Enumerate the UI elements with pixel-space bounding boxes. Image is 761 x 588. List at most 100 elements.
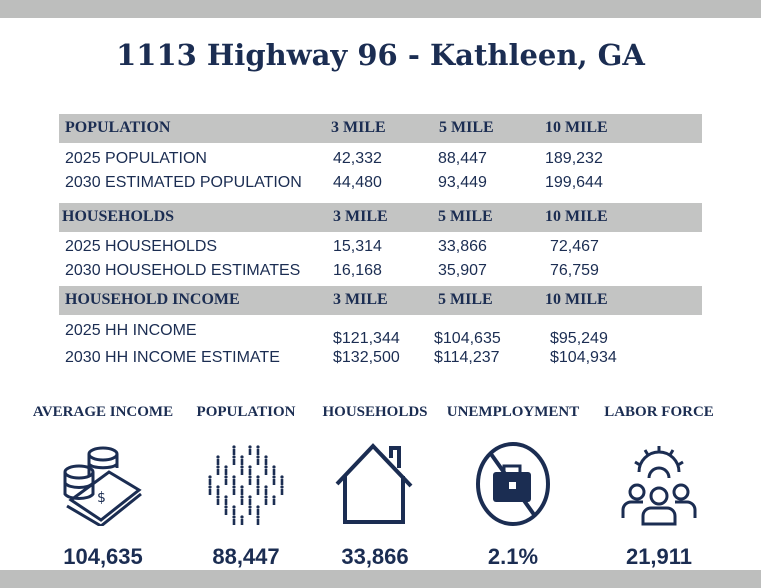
cell-value: 42,332 xyxy=(333,150,382,167)
person-icon xyxy=(240,515,244,525)
stat-value: 33,866 xyxy=(341,544,409,569)
column-header: 10 MILE xyxy=(545,291,608,308)
cell-value: $104,934 xyxy=(550,349,617,366)
cell-value: $104,635 xyxy=(434,330,501,347)
stat-value: 2.1% xyxy=(487,544,539,569)
person-icon xyxy=(280,485,284,495)
person-icon xyxy=(248,445,252,455)
column-header: 5 MILE xyxy=(438,208,493,225)
column-header: 5 MILE xyxy=(438,291,493,308)
person-icon xyxy=(232,445,236,455)
stat-label: POPULATION xyxy=(196,404,296,420)
money-coins-icon: $ xyxy=(63,446,142,526)
cell-value: $114,237 xyxy=(434,349,500,366)
stat-households: HOUSEHOLDS 33,866 xyxy=(300,404,450,570)
stat-label: AVERAGE INCOME xyxy=(32,404,174,420)
person-icon xyxy=(256,445,260,455)
person-icon xyxy=(256,455,260,465)
person-icon xyxy=(248,465,252,475)
section-header: HOUSEHOLDS 3 MILE 5 MILE 10 MILE xyxy=(59,203,702,232)
cell-value: 44,480 xyxy=(333,174,382,191)
person-icon xyxy=(240,455,244,465)
cell-value: 16,168 xyxy=(333,262,382,279)
person-icon xyxy=(264,485,268,495)
row-label: 2030 HH INCOME ESTIMATE xyxy=(65,349,280,366)
cell-value: $95,249 xyxy=(550,330,608,347)
page-title: 1113 Highway 96 - Kathleen, GA xyxy=(116,38,645,72)
section-header: HOUSEHOLD INCOME 3 MILE 5 MILE 10 MILE xyxy=(59,286,702,315)
section-heading: HOUSEHOLD INCOME xyxy=(65,291,240,308)
table-row: 2025 HH INCOME $121,344 $104,635 $95,249 xyxy=(0,322,761,347)
cell-value: $121,344 xyxy=(333,330,400,347)
person-icon xyxy=(232,455,236,465)
person-icon xyxy=(232,485,236,495)
person-icon xyxy=(224,505,228,515)
person-icon xyxy=(240,495,244,505)
person-icon xyxy=(272,465,276,475)
row-label: 2025 HOUSEHOLDS xyxy=(65,238,218,255)
stat-unemployment: UNEMPLOYMENT 2.1% xyxy=(438,404,588,570)
stat-average-income: AVERAGE INCOME $ 104,635 xyxy=(28,404,178,570)
person-icon xyxy=(256,485,260,495)
person-icon xyxy=(216,465,220,475)
table-row: 2025 HOUSEHOLDS 15,314 33,866 72,467 xyxy=(0,238,761,258)
column-header: 3 MILE xyxy=(331,119,386,136)
bottom-bar xyxy=(0,570,761,588)
team-gear-icon xyxy=(621,446,697,526)
person-icon xyxy=(208,475,212,485)
top-bar xyxy=(0,0,761,18)
no-briefcase-icon xyxy=(476,442,550,526)
cell-value: 33,866 xyxy=(438,238,487,255)
person-icon xyxy=(256,505,260,515)
person-icon xyxy=(256,475,260,485)
stat-value: 21,911 xyxy=(625,544,693,569)
table-row: 2025 POPULATION 42,332 88,447 189,232 xyxy=(0,150,761,170)
person-icon xyxy=(248,475,252,485)
column-header: 10 MILE xyxy=(545,119,608,136)
person-icon xyxy=(232,505,236,515)
column-header: 10 MILE xyxy=(545,208,608,225)
cell-value: 76,759 xyxy=(550,262,599,279)
person-icon xyxy=(272,475,276,485)
person-icon xyxy=(264,455,268,465)
cell-value: 72,467 xyxy=(550,238,599,255)
person-icon xyxy=(248,495,252,505)
person-icon xyxy=(216,485,220,495)
cell-value: $132,500 xyxy=(333,349,400,366)
stat-value: 104,635 xyxy=(63,544,143,569)
row-label: 2030 ESTIMATED POPULATION xyxy=(65,174,302,191)
person-icon xyxy=(216,495,220,505)
cell-value: 189,232 xyxy=(545,150,603,167)
stat-label: UNEMPLOYMENT xyxy=(446,404,580,420)
person-icon xyxy=(272,495,276,505)
person-icon xyxy=(256,515,260,525)
person-icon xyxy=(240,465,244,475)
person-icon xyxy=(248,505,252,515)
section-heading: HOUSEHOLDS xyxy=(62,208,175,225)
person-icon xyxy=(216,455,220,465)
cell-value: 15,314 xyxy=(333,238,382,255)
svg-text:$: $ xyxy=(97,490,106,506)
stat-label: LABOR FORCE xyxy=(604,404,714,420)
row-label: 2025 HH INCOME xyxy=(65,322,197,339)
person-icon xyxy=(264,495,268,505)
cell-value: 199,644 xyxy=(545,174,603,191)
cell-value: 93,449 xyxy=(438,174,487,191)
row-label: 2025 POPULATION xyxy=(65,150,207,167)
person-icon xyxy=(224,475,228,485)
person-icon xyxy=(232,515,236,525)
section-heading: POPULATION xyxy=(65,119,171,136)
column-header: 3 MILE xyxy=(333,291,388,308)
person-icon xyxy=(224,465,228,475)
stat-value: 88,447 xyxy=(212,544,280,569)
person-icon xyxy=(280,475,284,485)
table-row: 2030 HH INCOME ESTIMATE $132,500 $114,237 $… xyxy=(0,349,761,369)
column-header: 5 MILE xyxy=(439,119,494,136)
person-icon xyxy=(208,485,212,495)
house-icon xyxy=(335,443,413,524)
person-icon xyxy=(264,465,268,475)
person-icon xyxy=(232,475,236,485)
column-header: 3 MILE xyxy=(333,208,388,225)
stat-label: HOUSEHOLDS xyxy=(322,404,428,420)
cell-value: 35,907 xyxy=(438,262,487,279)
